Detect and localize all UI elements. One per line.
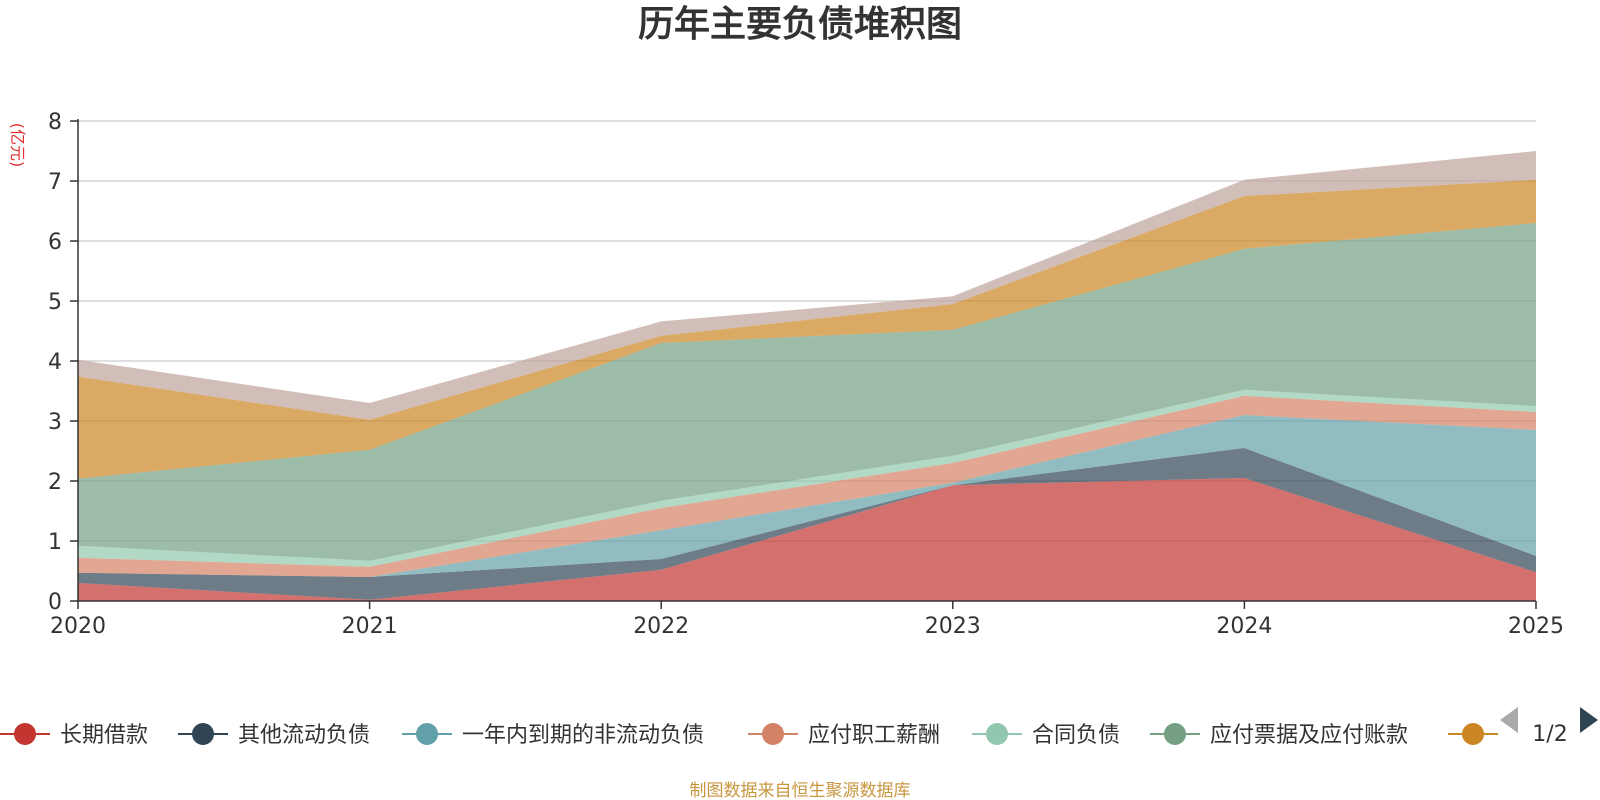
x-tick-label: 2022: [633, 614, 689, 639]
area-长期借款[interactable]: [78, 478, 1536, 601]
legend-circle-icon: [762, 723, 784, 745]
axes: [70, 119, 1537, 609]
area-unnamed-series[interactable]: [78, 151, 1536, 420]
legend-label: 一年内到期的非流动负债: [462, 723, 704, 748]
y-tick-label: 4: [48, 350, 62, 375]
y-tick-label: 1: [48, 530, 62, 555]
legend-circle-icon: [1164, 723, 1186, 745]
y-tick-label: 8: [48, 110, 62, 135]
legend-label: 其他流动负债: [238, 723, 370, 748]
legend-label: 合同负债: [1032, 723, 1120, 748]
chart-title: 历年主要负债堆积图: [638, 4, 962, 45]
legend-item[interactable]: 一年内到期的非流动负债: [402, 723, 704, 748]
legend-label: 应付职工薪酬: [808, 723, 940, 748]
area-一年内到期的非流动负债[interactable]: [78, 415, 1536, 577]
x-tick-label: 2020: [50, 614, 106, 639]
legend-circle-icon: [192, 723, 214, 745]
legend-item[interactable]: 其他流动负债: [178, 723, 370, 748]
y-axis-tick-labels: 0 1 2 3 4 5 6 7 8: [48, 110, 62, 615]
legend-circle-icon: [1462, 723, 1484, 745]
legend-item[interactable]: 长期借款: [0, 723, 148, 748]
legend-circle-icon: [986, 723, 1008, 745]
area-其他流动负债[interactable]: [78, 448, 1536, 600]
y-tick-label: 7: [48, 170, 62, 195]
x-tick-label: 2025: [1508, 614, 1564, 639]
y-tick-label: 2: [48, 470, 62, 495]
x-tick-label: 2024: [1216, 614, 1272, 639]
area-series: [78, 151, 1536, 601]
legend-item[interactable]: 应付职工薪酬: [748, 723, 940, 748]
legend-item[interactable]: 合同负债: [972, 723, 1120, 748]
legend-circle-icon: [416, 723, 438, 745]
legend-item[interactable]: [1448, 723, 1498, 745]
data-source-footer: 制图数据来自恒生聚源数据库: [690, 781, 911, 800]
x-tick-label: 2023: [925, 614, 981, 639]
legend-pager: 1/2: [1500, 707, 1598, 747]
area-应付票据及应付账款[interactable]: [78, 223, 1536, 561]
y-axis-unit-label: (亿元): [8, 123, 27, 168]
legend-next-page-icon[interactable]: [1580, 707, 1598, 733]
legend-item[interactable]: 应付票据及应付账款: [1150, 723, 1408, 748]
area-unnamed-series[interactable]: [78, 179, 1536, 479]
x-tick-label: 2021: [342, 614, 398, 639]
y-tick-label: 5: [48, 290, 62, 315]
y-tick-label: 0: [48, 590, 62, 615]
legend: 长期借款 其他流动负债 一年内到期的非流动负债 应付职工薪酬 合同负债 应付票据及应付账款: [0, 723, 1498, 748]
legend-prev-page-icon[interactable]: [1500, 707, 1518, 733]
legend-label: 应付票据及应付账款: [1210, 723, 1408, 748]
y-tick-label: 6: [48, 230, 62, 255]
legend-label: 长期借款: [60, 723, 148, 748]
x-axis-tick-labels: 2020 2021 2022 2023 2024 2025: [50, 614, 1564, 639]
area-应付职工薪酬[interactable]: [78, 395, 1536, 577]
legend-page-label: 1/2: [1532, 722, 1567, 747]
y-tick-label: 3: [48, 410, 62, 435]
legend-circle-icon: [14, 723, 36, 745]
